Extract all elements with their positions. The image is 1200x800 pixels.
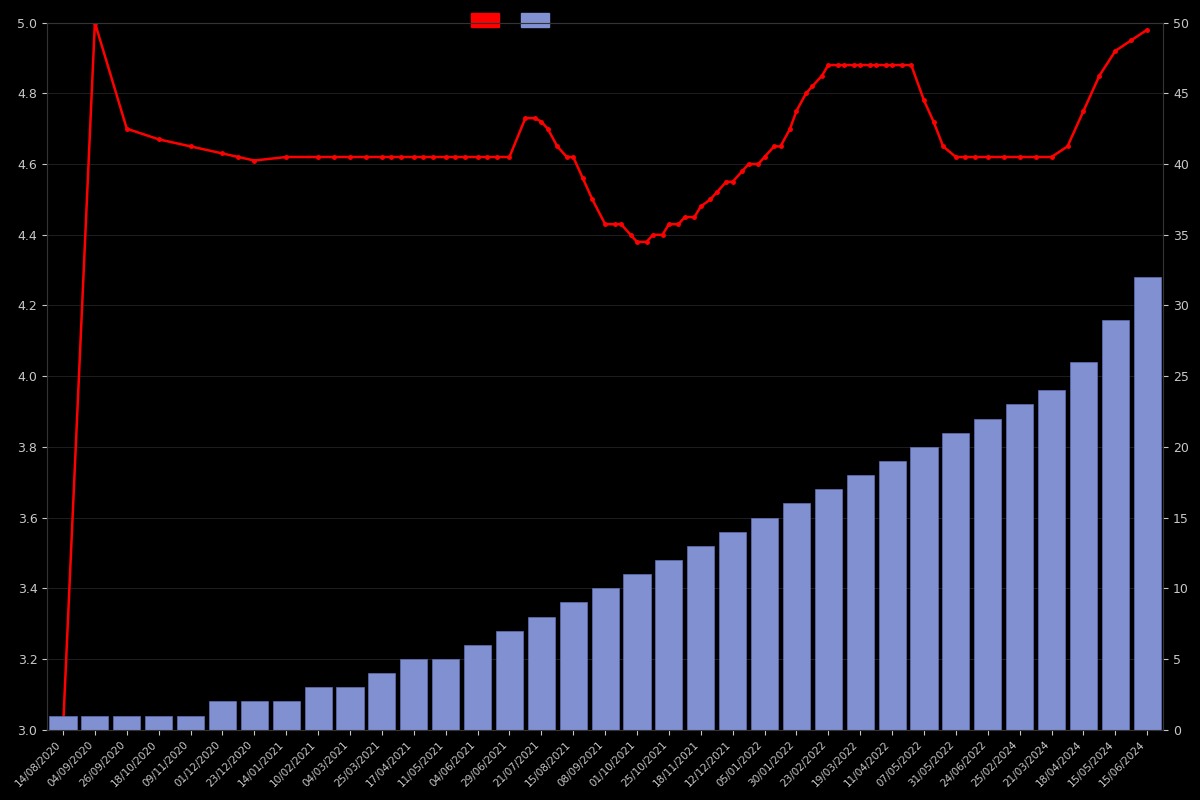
Bar bbox=[751, 518, 778, 730]
Bar bbox=[464, 645, 491, 730]
Bar bbox=[1006, 405, 1033, 730]
Bar bbox=[974, 418, 1001, 730]
Bar bbox=[1102, 320, 1129, 730]
Bar bbox=[559, 602, 587, 730]
Bar bbox=[241, 702, 268, 730]
Bar bbox=[592, 588, 619, 730]
Bar bbox=[145, 716, 173, 730]
Bar bbox=[272, 702, 300, 730]
Bar bbox=[719, 532, 746, 730]
Bar bbox=[496, 630, 523, 730]
Bar bbox=[432, 659, 460, 730]
Bar bbox=[688, 546, 714, 730]
Bar bbox=[305, 687, 331, 730]
Bar bbox=[815, 490, 842, 730]
Bar bbox=[847, 475, 874, 730]
Bar bbox=[911, 447, 937, 730]
Bar bbox=[209, 702, 236, 730]
Legend: , : , bbox=[467, 8, 564, 31]
Bar bbox=[401, 659, 427, 730]
Bar bbox=[1134, 278, 1160, 730]
Bar bbox=[942, 433, 970, 730]
Bar bbox=[655, 560, 683, 730]
Bar bbox=[82, 716, 108, 730]
Bar bbox=[528, 617, 554, 730]
Bar bbox=[624, 574, 650, 730]
Bar bbox=[178, 716, 204, 730]
Bar bbox=[368, 673, 396, 730]
Bar bbox=[878, 461, 906, 730]
Bar bbox=[49, 716, 77, 730]
Bar bbox=[1038, 390, 1066, 730]
Bar bbox=[336, 687, 364, 730]
Bar bbox=[1070, 362, 1097, 730]
Bar bbox=[113, 716, 140, 730]
Bar bbox=[782, 503, 810, 730]
